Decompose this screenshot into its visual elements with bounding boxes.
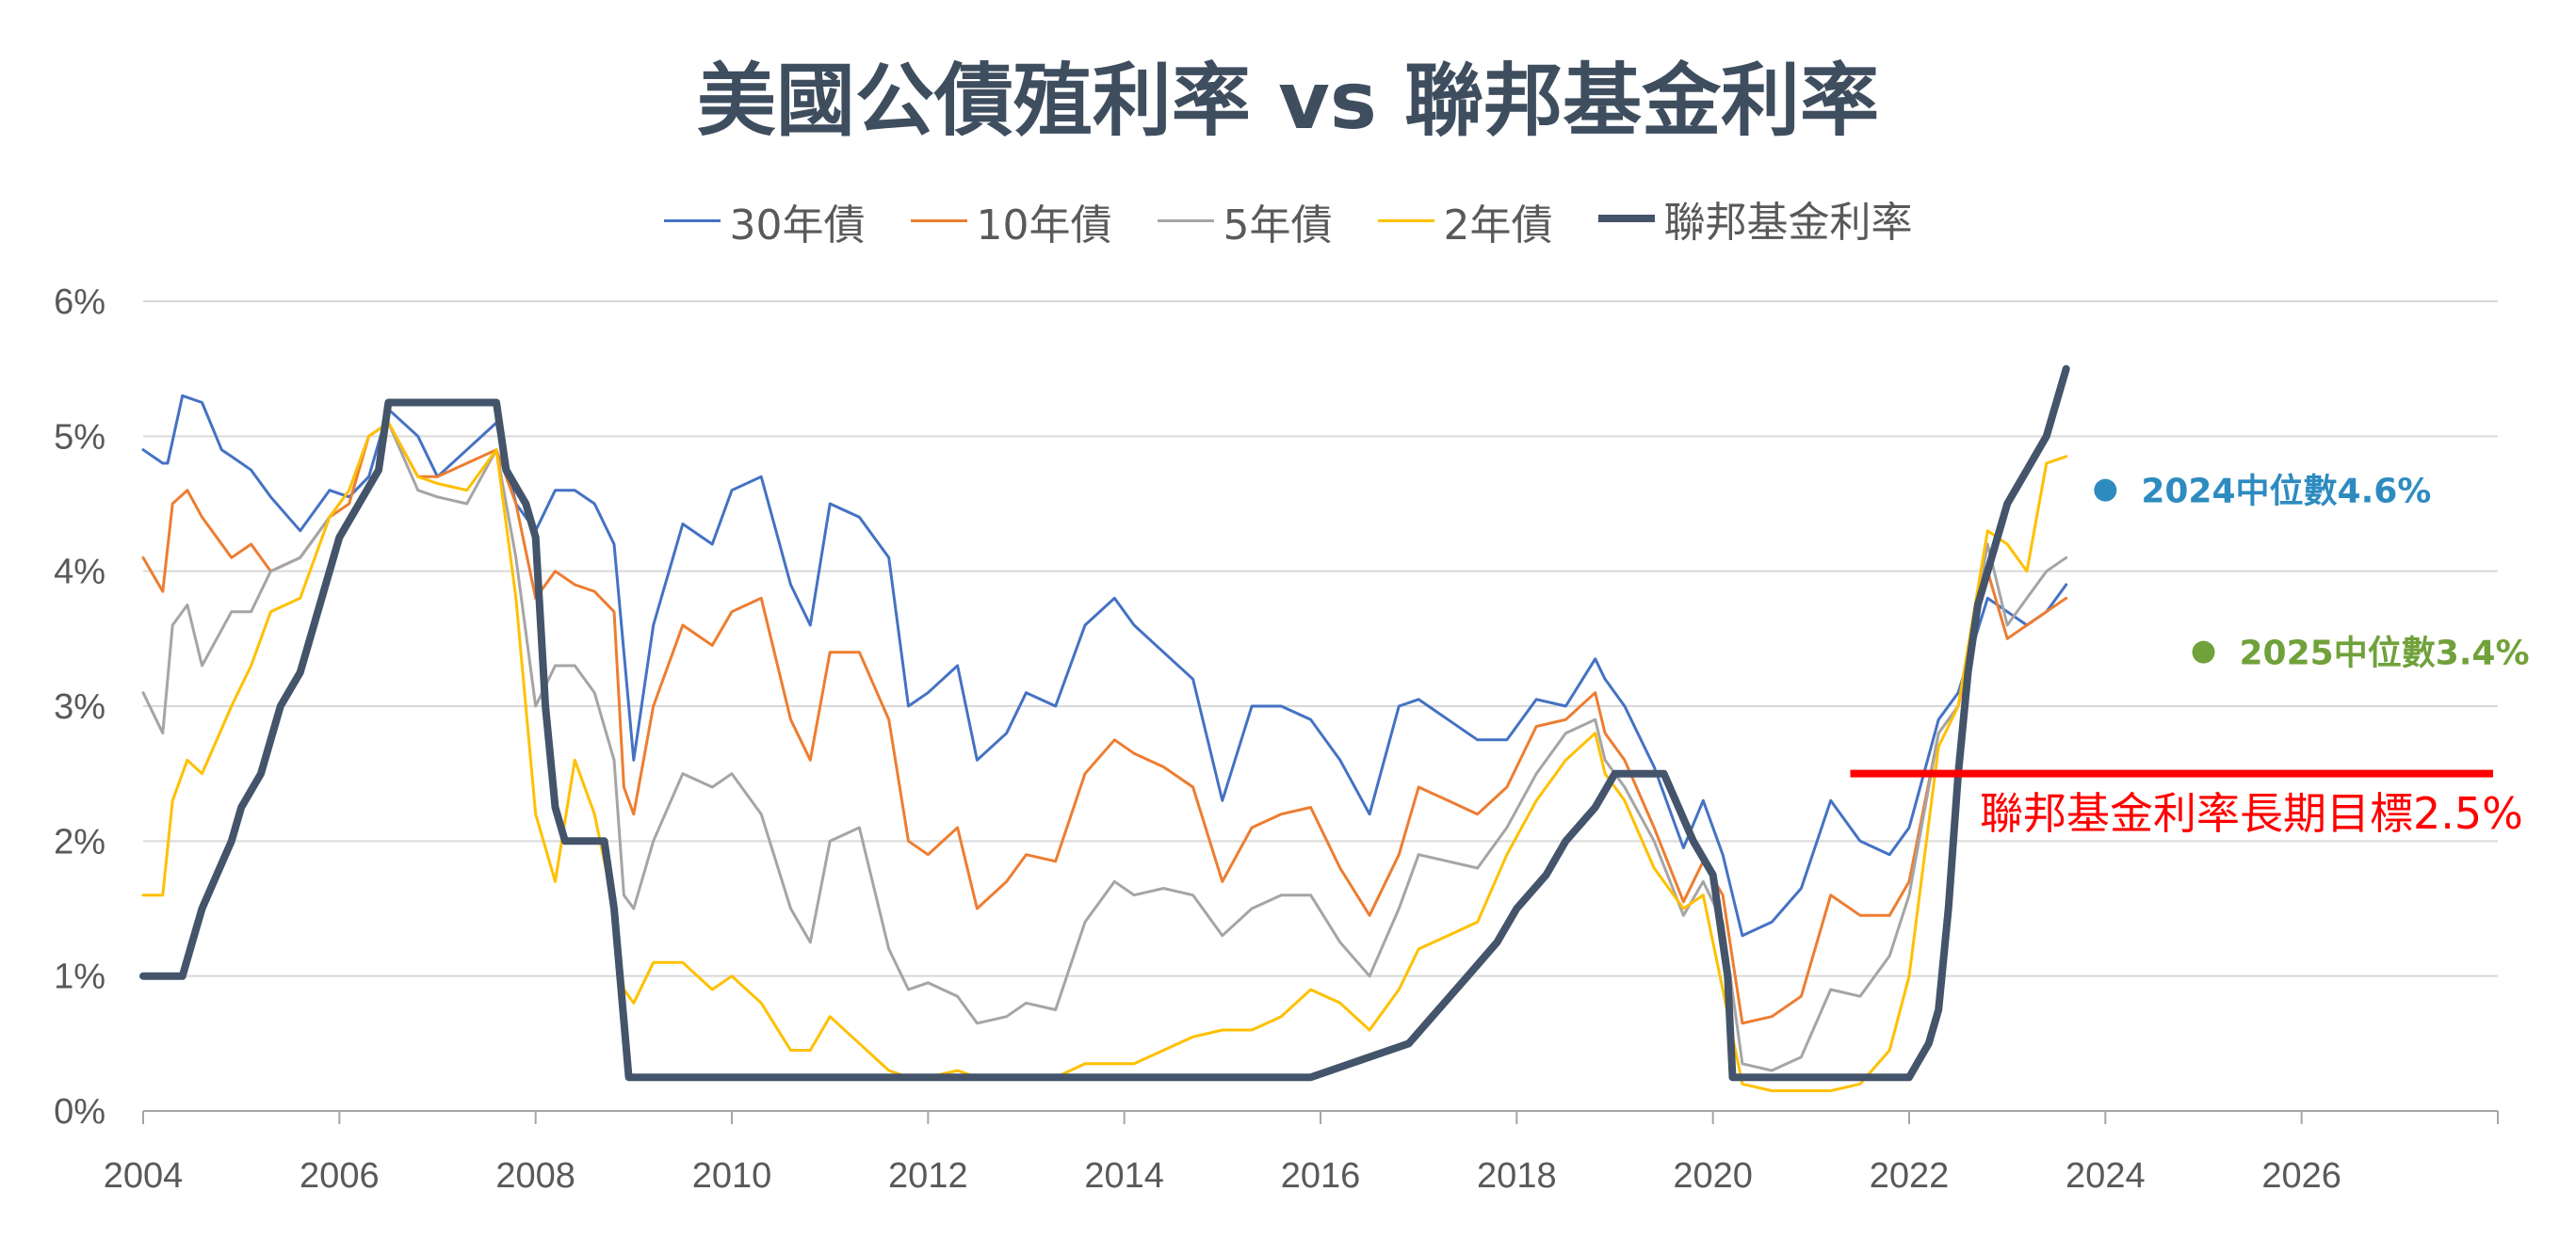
x-tick-label: 2026: [2261, 1156, 2341, 1196]
y-tick-label: 5%: [54, 417, 105, 457]
median-2025-marker: [2192, 640, 2215, 664]
legend-label: 30年債: [729, 201, 866, 250]
long-run-target-label: 聯邦基金利率長期目標2.5%: [1980, 788, 2523, 839]
x-tick-label: 2004: [104, 1156, 184, 1196]
x-tick-label: 2024: [2066, 1156, 2146, 1196]
legend-swatch: [1597, 215, 1655, 222]
median-2025-label: 2025中位數3.4%: [2240, 635, 2530, 673]
legend-item: 2年債: [1377, 191, 1553, 251]
chart-legend: 30年債 10年債 5年債 2年債 聯邦基金利率: [0, 185, 2576, 251]
series-line-1: [141, 421, 2068, 1025]
legend-label: 5年債: [1223, 201, 1333, 250]
x-tick-label: 2008: [495, 1156, 575, 1196]
legend-item: 30年債: [663, 191, 866, 251]
y-tick-label: 2%: [54, 822, 105, 861]
x-tick-label: 2012: [888, 1156, 968, 1196]
chart-title: 美國公債殖利率 vs 聯邦基金利率: [696, 55, 1880, 147]
series-line-2: [141, 421, 2068, 1072]
legend-swatch: [1157, 219, 1214, 222]
series-line-4: [139, 364, 2070, 1082]
median-2024-marker: [2094, 478, 2117, 502]
series-line-0: [141, 394, 2068, 938]
median-2024-label: 2024中位數4.6%: [2141, 473, 2431, 511]
legend-swatch: [663, 219, 721, 222]
x-tick-label: 2020: [1673, 1156, 1753, 1196]
legend-label: 2年債: [1443, 201, 1553, 250]
y-tick-label: 4%: [54, 553, 105, 592]
y-tick-label: 3%: [54, 687, 105, 727]
y-tick-label: 1%: [54, 958, 105, 997]
series-line-3: [141, 421, 2068, 1092]
x-tick-label: 2014: [1084, 1156, 1164, 1196]
y-tick-label: 0%: [54, 1092, 105, 1132]
x-tick-label: 2006: [300, 1156, 380, 1196]
legend-label: 聯邦基金利率: [1663, 199, 1913, 247]
legend-item: 聯邦基金利率: [1597, 188, 1913, 249]
legend-item: 10年債: [910, 191, 1112, 251]
legend-swatch: [1377, 219, 1434, 222]
legend-swatch: [910, 219, 967, 222]
x-tick-label: 2018: [1477, 1156, 1557, 1196]
legend-label: 10年債: [976, 201, 1112, 250]
y-tick-label: 6%: [54, 282, 105, 322]
x-tick-label: 2016: [1281, 1156, 1361, 1196]
legend-item: 5年債: [1157, 191, 1333, 251]
x-tick-label: 2010: [692, 1156, 772, 1196]
x-tick-label: 2022: [1870, 1156, 1950, 1196]
